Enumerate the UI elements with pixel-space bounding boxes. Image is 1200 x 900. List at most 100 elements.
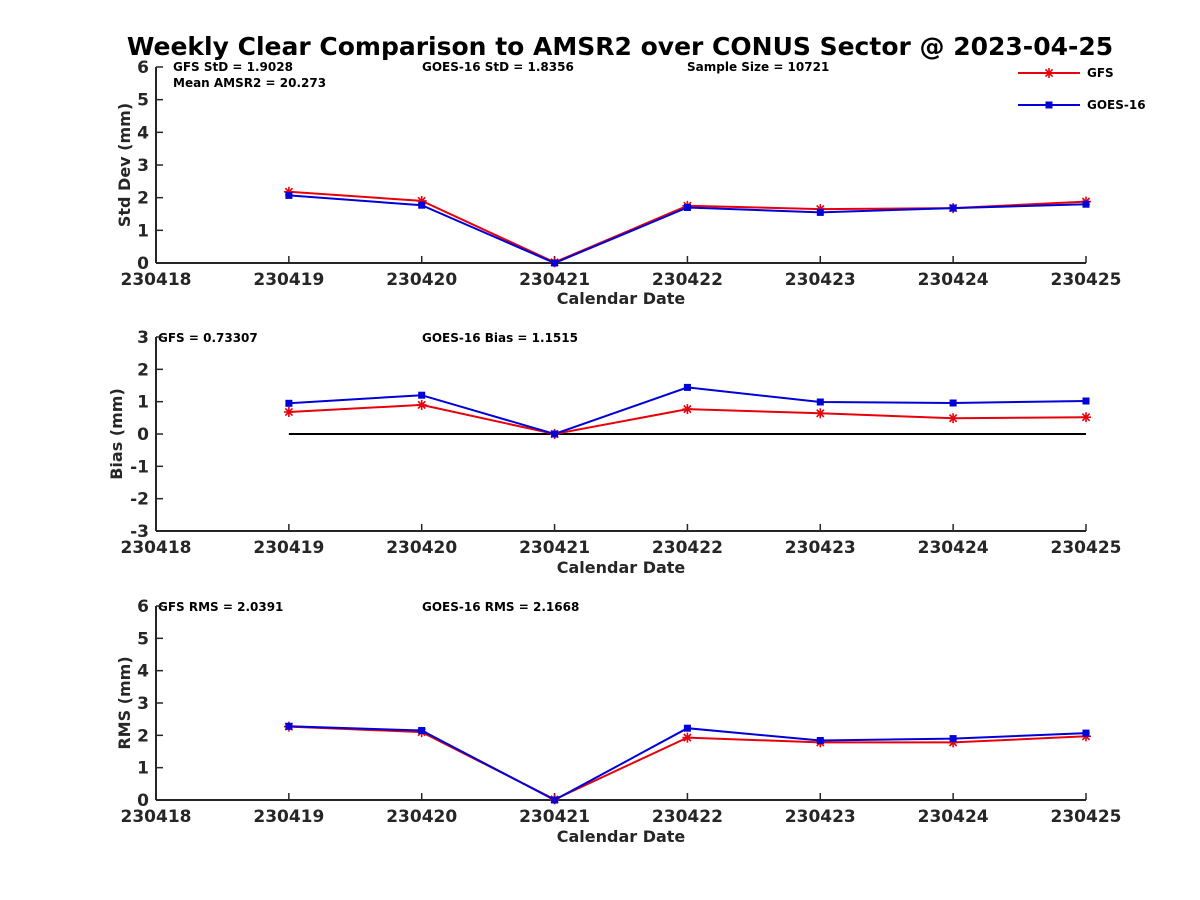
x-tick-label: 230425 — [1051, 807, 1122, 827]
data-point-goes16 — [683, 383, 691, 391]
x-tick-label: 230418 — [121, 538, 192, 558]
x-tick-label: 230421 — [519, 807, 590, 827]
data-point-goes16 — [418, 727, 426, 734]
x-tick-label: 230423 — [785, 538, 856, 558]
x-tick-label: 230418 — [121, 807, 192, 827]
data-point-goes16 — [816, 208, 824, 216]
data-point-goes16 — [551, 259, 559, 267]
legend-marker-goes16 — [1045, 101, 1053, 109]
chart-title: Weekly Clear Comparison to AMSR2 over CO… — [127, 32, 1113, 61]
x-tick-label: 230424 — [918, 538, 989, 558]
x-tick-label: 230425 — [1051, 538, 1122, 558]
legend-label-gfs: GFS — [1087, 66, 1114, 80]
y-tick-label: 0 — [137, 425, 149, 445]
annotation-gfs-std: GFS StD = 1.9028 — [173, 60, 293, 74]
stddev-panel: GFS StD = 1.9028 GOES-16 StD = 1.8356 Sa… — [115, 58, 1121, 308]
data-point-gfs — [682, 404, 693, 415]
x-axis-label: Calendar Date — [557, 827, 686, 846]
rms-marks: 0 1 2 3 4 5 6 230418 230419 230420 230421 230422 230… — [121, 597, 1122, 827]
annotation-gfs-rms: GFS RMS = 2.0391 — [158, 600, 283, 614]
data-point-goes16 — [285, 399, 293, 407]
annotation-goes16-rms: GOES-16 RMS = 2.1668 — [422, 600, 579, 614]
bias-marks: -3 -2 -1 0 1 2 3 230418 230419 230420 230421 230422… — [121, 328, 1122, 558]
data-point-goes16 — [683, 204, 691, 211]
annotation-mean-amsr2: Mean AMSR2 = 20.273 — [173, 76, 326, 90]
x-tick-label: 230422 — [652, 807, 723, 827]
x-tick-label: 230418 — [121, 270, 192, 290]
data-point-goes16 — [551, 430, 559, 438]
x-axis-label: Calendar Date — [557, 558, 686, 577]
annotation-gfs-bias: GFS = 0.73307 — [158, 331, 258, 345]
x-tick-label: 230419 — [253, 270, 324, 290]
data-point-gfs — [815, 408, 826, 419]
stddev-marks: 0 1 2 3 4 5 6 230418 230419 230420 230421 230422 230… — [121, 58, 1122, 290]
rms-panel: GFS RMS = 2.0391 GOES-16 RMS = 2.1668 Ca… — [115, 597, 1121, 846]
x-tick-label: 230419 — [253, 538, 324, 558]
data-point-goes16 — [816, 737, 824, 744]
x-axis-label: Calendar Date — [557, 289, 686, 308]
data-point-gfs — [1081, 412, 1091, 423]
data-point-goes16 — [285, 191, 293, 199]
x-tick-label: 230419 — [253, 807, 324, 827]
y-tick-label: -2 — [130, 490, 149, 510]
legend-marker-gfs — [1044, 68, 1054, 78]
y-tick-label: 4 — [137, 123, 149, 143]
annotation-sample-size: Sample Size = 10721 — [687, 60, 829, 74]
x-tick-label: 230421 — [519, 538, 590, 558]
y-axis-label: Std Dev (mm) — [115, 103, 134, 227]
legend-label-goes16: GOES-16 — [1087, 98, 1146, 112]
y-tick-label: 6 — [137, 597, 149, 617]
y-tick-label: 6 — [137, 58, 149, 78]
y-tick-label: 1 — [137, 759, 149, 779]
y-tick-label: 5 — [137, 629, 149, 649]
y-tick-label: 5 — [137, 91, 149, 111]
y-tick-label: 1 — [137, 393, 149, 413]
y-tick-label: 2 — [137, 726, 149, 746]
data-point-goes16 — [949, 399, 957, 407]
y-tick-label: -3 — [130, 522, 149, 542]
data-point-goes16 — [1082, 200, 1090, 208]
y-tick-label: 1 — [137, 221, 149, 241]
x-tick-label: 230420 — [386, 270, 457, 290]
y-tick-label: 0 — [137, 791, 149, 811]
data-point-goes16 — [1082, 397, 1090, 405]
data-point-goes16 — [551, 796, 559, 804]
data-point-goes16 — [418, 201, 426, 209]
data-point-goes16 — [285, 722, 293, 730]
y-tick-label: 4 — [137, 662, 149, 682]
annotation-goes16-std: GOES-16 StD = 1.8356 — [422, 60, 574, 74]
legend-entry-gfs: GFS — [1018, 66, 1114, 80]
x-tick-label: 230423 — [785, 807, 856, 827]
y-tick-label: 2 — [137, 360, 149, 380]
data-point-goes16 — [418, 391, 426, 399]
data-point-gfs — [283, 407, 294, 417]
data-point-goes16 — [949, 735, 957, 743]
legend-entry-goes16: GOES-16 — [1018, 98, 1146, 112]
bias-panel: GFS = 0.73307 GOES-16 Bias = 1.1515 Cale… — [107, 328, 1121, 577]
data-point-goes16 — [683, 724, 691, 732]
x-tick-label: 230425 — [1051, 270, 1122, 290]
x-tick-label: 230424 — [918, 807, 989, 827]
data-point-goes16 — [949, 204, 957, 212]
y-axis-label: RMS (mm) — [115, 656, 134, 749]
y-tick-label: 2 — [137, 189, 149, 209]
y-tick-label: 3 — [137, 694, 149, 714]
x-tick-label: 230422 — [652, 538, 723, 558]
x-tick-label: 230422 — [652, 270, 723, 290]
y-tick-label: 3 — [137, 328, 149, 348]
annotation-goes16-bias: GOES-16 Bias = 1.1515 — [422, 331, 578, 345]
x-tick-label: 230420 — [386, 807, 457, 827]
x-tick-label: 230421 — [519, 270, 590, 290]
legend: GFS GOES-16 — [1018, 66, 1146, 112]
y-tick-label: 3 — [137, 156, 149, 176]
data-point-gfs — [948, 413, 959, 424]
data-point-gfs — [416, 399, 427, 410]
y-tick-label: -1 — [130, 457, 149, 477]
x-tick-label: 230424 — [918, 270, 989, 290]
data-point-goes16 — [816, 398, 824, 406]
data-point-gfs — [682, 732, 693, 743]
y-axis-label: Bias (mm) — [107, 388, 126, 480]
data-point-goes16 — [1082, 729, 1090, 737]
x-tick-label: 230420 — [386, 538, 457, 558]
